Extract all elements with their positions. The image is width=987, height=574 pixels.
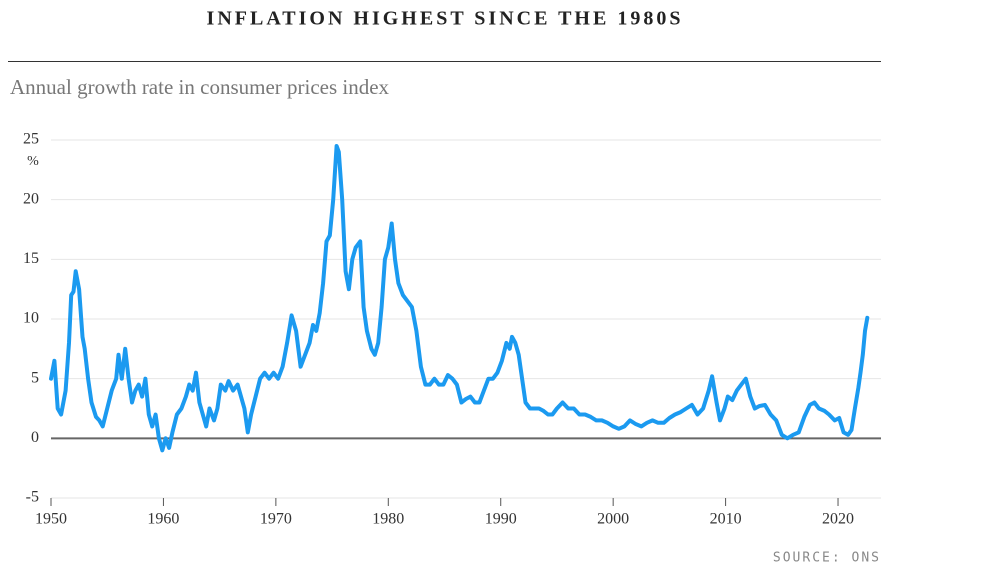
- x-tick-label: 1960: [147, 511, 179, 528]
- x-tick-label: 1980: [372, 511, 404, 528]
- x-tick-label: 2000: [597, 511, 629, 528]
- y-tick-label: 15: [23, 250, 39, 267]
- y-tick-label: 25: [23, 131, 39, 148]
- x-tick-label: 1970: [260, 511, 292, 528]
- y-tick-label: 20: [23, 190, 39, 207]
- y-unit: %: [27, 154, 39, 169]
- y-tick-label: 0: [31, 429, 39, 446]
- x-tick-label: 1950: [35, 511, 67, 528]
- y-tick-label: -5: [26, 489, 39, 506]
- source: SOURCE: ONS: [773, 551, 881, 566]
- x-tick-label: 2020: [822, 511, 854, 528]
- x-tick-label: 1990: [485, 511, 517, 528]
- y-tick-label: 10: [23, 310, 39, 327]
- subtitle: Annual growth rate in consumer prices in…: [10, 75, 390, 99]
- y-tick-label: 5: [31, 369, 39, 386]
- line: [49, 144, 870, 453]
- x-tick-label: 2010: [710, 511, 742, 528]
- chart-title: INFLATION HIGHEST SINCE THE 1980S: [207, 8, 684, 30]
